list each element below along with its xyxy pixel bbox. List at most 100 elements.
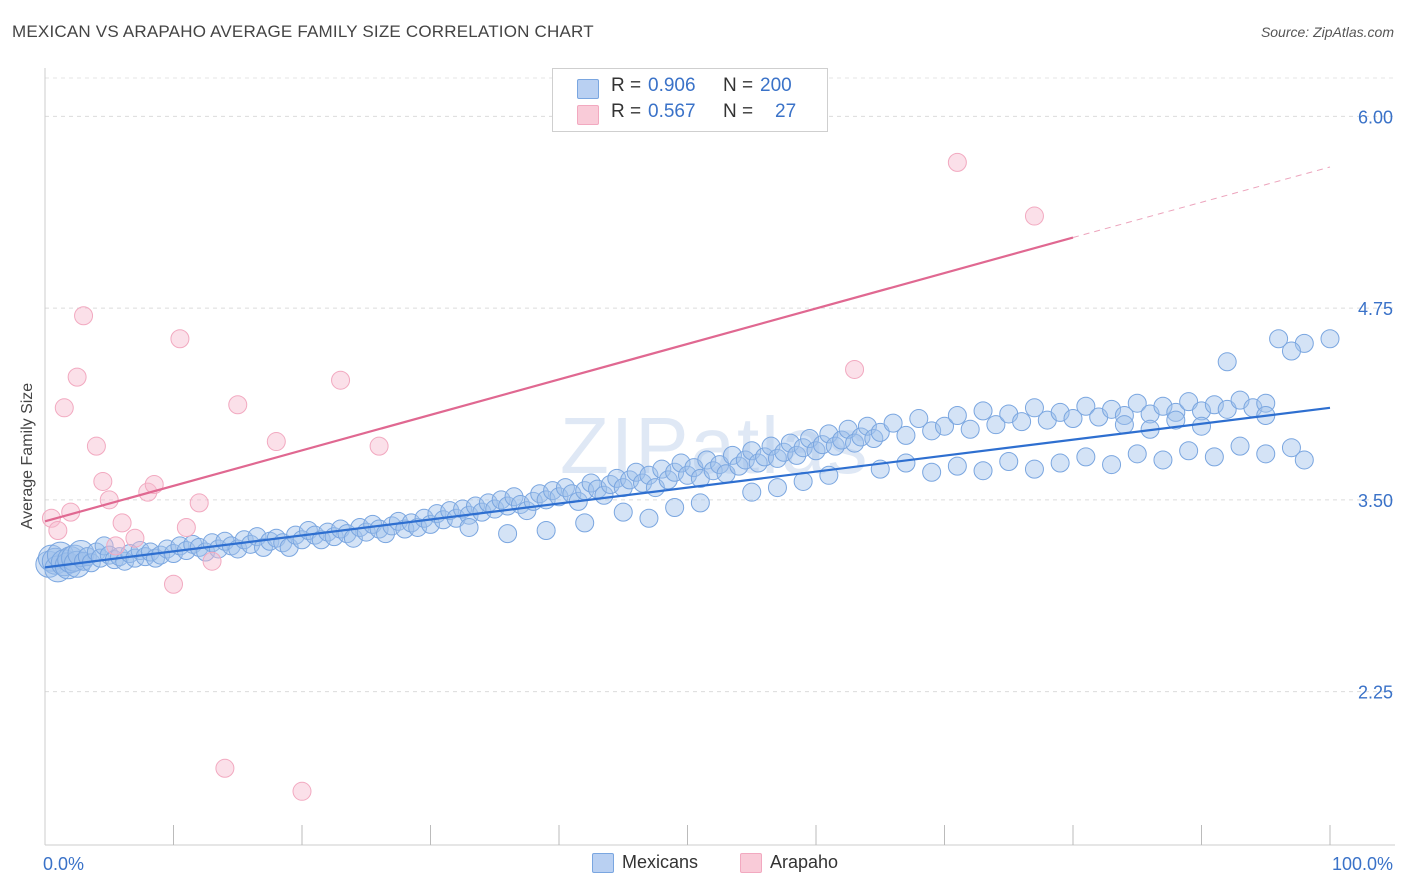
legend-n-label: N = [723,101,754,122]
mexicans-point [947,405,967,425]
y-tick-label: 2.25 [1358,683,1393,703]
mexicans-point [1294,450,1314,470]
mexicans-point [722,445,742,465]
mexicans-point [832,430,852,450]
legend-row-arapaho: R = 0.567 N = 27 [553,101,827,127]
mexicans-point [671,453,691,473]
mexicans-point [774,442,794,462]
mexicans-point [459,517,479,537]
legend-row-mexicans: R = 0.906 N = 200 [553,75,827,101]
arapaho-trend-extension [1072,166,1331,239]
mexicans-point [787,445,807,465]
mexicans-point [639,508,659,528]
arapaho-point [266,432,286,452]
mexicans-point [761,436,781,456]
arapaho-point [845,359,865,379]
chart-title: MEXICAN VS ARAPAHO AVERAGE FAMILY SIZE C… [12,22,594,41]
arapaho-point [54,398,74,418]
legend-n-value: 200 [760,75,792,96]
mexicans-point [633,473,653,493]
mexicans-point [767,478,787,498]
mexicans-point [922,421,942,441]
mexicans-point [613,502,633,522]
mexicans-point [909,409,929,429]
mexicans-point [742,482,762,502]
mexicans-point [1050,402,1070,422]
mexicans-point [1179,441,1199,461]
mexicans-point [973,461,993,481]
mexicans-point [883,413,903,433]
arapaho-point [228,395,248,415]
mexicans-point [1217,399,1237,419]
mexicans-point [960,419,980,439]
legend-swatch-arapaho [577,105,599,125]
mexicans-point [1166,410,1186,430]
mexicans-point [986,415,1006,435]
bottom-legend-label-arapaho: Arapaho [770,852,839,872]
mexicans-point [1269,329,1289,349]
legend-r-value: 0.906 [648,75,696,96]
mexicans-point [1192,401,1211,421]
mexicans-point [652,459,672,479]
legend-r-label: R = [611,101,642,122]
arapaho-point [176,517,196,537]
mexicans-point [896,453,916,473]
mexicans-trend-line [44,406,1331,569]
arapaho-point [41,508,61,528]
legend-swatch-mexicans [577,79,599,99]
legend-r-value: 0.567 [648,101,696,122]
x-tick-label: 100.0% [1332,854,1393,874]
mexicans-point [678,465,697,485]
mexicans-point [1127,444,1147,464]
mexicans-point [1230,436,1250,456]
mexicans-point [1179,392,1199,412]
y-tick-label: 3.50 [1358,491,1393,511]
arapaho-point [74,306,94,326]
bottom-legend-swatch-mexicans [592,853,614,873]
mexicans-point [793,438,813,458]
mexicans-point [1281,438,1301,458]
mexicans-point [498,524,518,544]
arapaho-point [369,436,389,456]
mexicans-point [1153,396,1173,416]
mexicans-point [710,455,730,475]
mexicans-point [819,424,839,444]
mexicans-point [697,450,717,470]
mexicans-point [1153,450,1173,470]
mexicans-point [665,462,685,482]
mexicans-point [504,487,524,507]
arapaho-trend-line [44,236,1074,523]
mexicans-point [690,493,710,513]
arapaho-point [1024,206,1044,226]
y-tick-label: 6.00 [1358,107,1393,127]
arapaho-point [947,152,967,172]
mexicans-point [1114,415,1134,435]
mexicans-point [735,450,755,470]
mexicans-point [549,487,569,507]
mexicans-point [485,499,505,519]
mexicans-point [1127,393,1147,413]
mexicans-point [935,416,954,436]
mexicans-point [1320,329,1340,349]
mexicans-point [311,530,331,550]
mexicans-point [999,452,1019,471]
arapaho-point [292,781,312,801]
x-tick-label: 0.0% [43,854,84,874]
mexicans-point [1102,399,1122,419]
mexicans-point [870,422,890,442]
y-tick-label: 4.75 [1358,299,1393,319]
bottom-legend-swatch-arapaho [740,853,762,873]
correlation-legend: R = 0.906 N = 200 R = 0.567 N = 27 [552,68,828,132]
arapaho-point [170,329,190,349]
mexicans-point [1076,447,1096,467]
arapaho-point [202,551,222,571]
arapaho-point [331,370,351,390]
mexicans-point [575,513,595,533]
mexicans-point [639,465,659,485]
mexicans-point [857,416,877,436]
arapaho-point [125,528,145,548]
mexicans-point [1204,395,1224,415]
mexicans-point [1012,412,1032,432]
arapaho-point [215,758,235,778]
arapaho-point [106,536,126,556]
